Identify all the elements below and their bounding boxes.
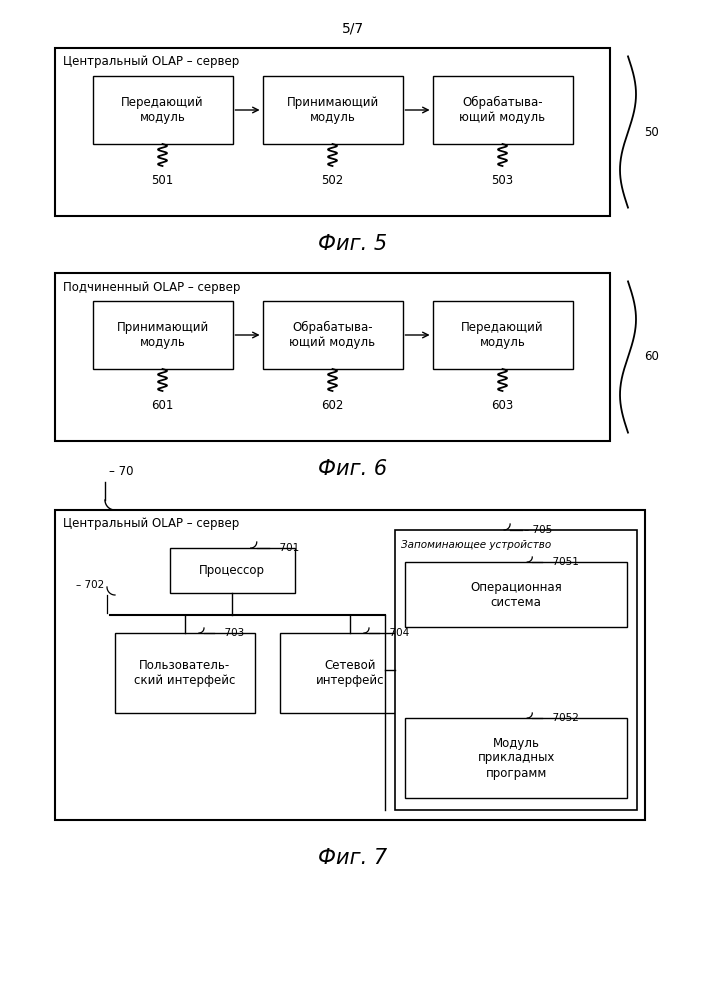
Text: Запоминающее устройство: Запоминающее устройство [402,540,551,550]
Bar [170,548,295,593]
Text: – 705: – 705 [524,525,552,535]
Text: 603: 603 [491,399,513,412]
Bar [55,510,645,820]
Text: Обрабатыва-
ющий модуль: Обрабатыва- ющий модуль [289,321,375,349]
Text: 502: 502 [322,174,344,187]
Text: – 704: – 704 [381,628,409,638]
Text: 50: 50 [644,125,659,138]
Text: Операционная
система: Операционная система [470,580,562,608]
Text: Сетевой
интерфейс: Сетевой интерфейс [316,659,384,687]
Text: 503: 503 [491,174,513,187]
Text: – 701: – 701 [271,543,299,553]
Text: Центральный OLAP – сервер: Центральный OLAP – сервер [63,518,239,530]
Text: Фиг. 5: Фиг. 5 [318,234,387,254]
Bar [115,633,255,713]
Text: 501: 501 [151,174,174,187]
Text: Принимающий
модуль: Принимающий модуль [286,96,379,124]
Text: – 7052: – 7052 [544,713,579,723]
Text: Пользователь-
ский интерфейс: Пользователь- ский интерфейс [134,659,235,687]
Text: Фиг. 6: Фиг. 6 [318,459,387,479]
Bar [262,301,402,369]
Text: – 70: – 70 [109,465,134,478]
Bar [55,48,610,216]
Text: – 703: – 703 [216,628,244,638]
Text: Обрабатыва-
ющий модуль: Обрабатыва- ющий модуль [460,96,546,124]
Bar [433,76,573,144]
Text: Фиг. 7: Фиг. 7 [318,848,387,868]
Bar [395,530,637,810]
Text: – 7051: – 7051 [544,557,579,567]
Bar [433,301,573,369]
Bar [405,562,627,627]
Text: Передающий
модуль: Передающий модуль [121,96,204,124]
Bar [280,633,420,713]
Text: Процессор: Процессор [199,564,265,577]
Text: 601: 601 [151,399,174,412]
Bar [262,76,402,144]
Text: Передающий
модуль: Передающий модуль [461,321,544,349]
Text: 5/7: 5/7 [342,21,364,35]
Bar [405,718,627,798]
Text: Принимающий
модуль: Принимающий модуль [117,321,209,349]
Bar [93,76,233,144]
Text: – 702: – 702 [76,580,104,590]
Text: Подчиненный OLAP – сервер: Подчиненный OLAP – сервер [63,280,240,294]
Text: Модуль
прикладных
программ: Модуль прикладных программ [477,736,555,780]
Bar [93,301,233,369]
Bar [55,273,610,441]
Text: 602: 602 [321,399,344,412]
Text: Центральный OLAP – сервер: Центральный OLAP – сервер [63,55,239,68]
Text: 60: 60 [644,351,659,363]
